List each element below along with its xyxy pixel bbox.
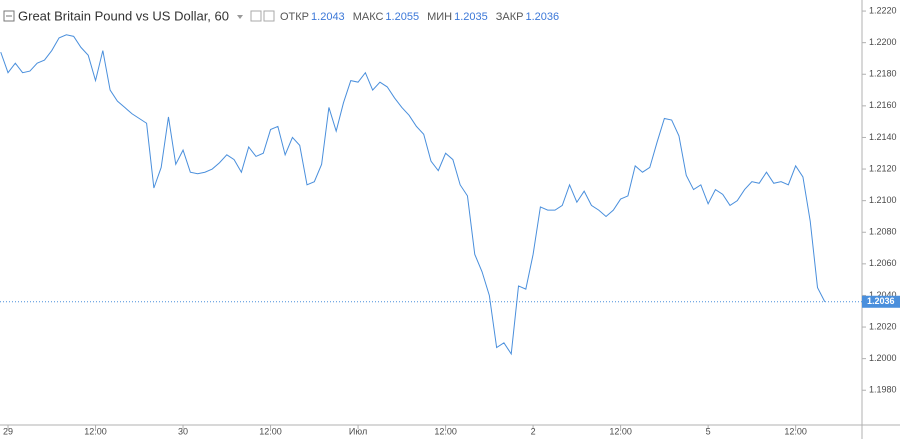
x-tick-label: 12:00 xyxy=(84,426,107,436)
stat-label: ОТКР xyxy=(280,11,309,23)
stat-value: 1.2036 xyxy=(525,11,559,23)
current-price-label: 1.2036 xyxy=(867,296,895,306)
y-tick-label: 1.2120 xyxy=(869,163,897,173)
stat-value: 1.2035 xyxy=(454,11,488,23)
y-tick-label: 1.2200 xyxy=(869,37,897,47)
stat-label: МАКС xyxy=(353,11,384,23)
y-tick-label: 1.1980 xyxy=(869,385,897,395)
dropdown-icon xyxy=(237,15,243,19)
x-tick-label: 12:00 xyxy=(434,426,457,436)
y-tick-label: 1.2220 xyxy=(869,5,897,15)
current-price-box xyxy=(862,295,900,308)
x-tick-label: 12:00 xyxy=(609,426,632,436)
y-tick-label: 1.2160 xyxy=(869,100,897,110)
y-tick-label: 1.2140 xyxy=(869,132,897,142)
collapse-icon[interactable] xyxy=(3,10,15,22)
stat-label: ЗАКР xyxy=(496,11,524,23)
settings-icon xyxy=(263,10,275,22)
x-tick-label: 5 xyxy=(706,426,711,436)
stat-value: 1.2055 xyxy=(385,11,419,23)
y-tick-label: 1.2100 xyxy=(869,195,897,205)
y-tick-label: 1.2040 xyxy=(869,290,897,300)
chart-title: Great Britain Pound vs US Dollar, 60 xyxy=(18,8,229,23)
price-line xyxy=(0,34,826,356)
x-tick-label: 2 xyxy=(531,426,536,436)
y-tick-label: 1.2180 xyxy=(869,69,897,79)
y-tick-label: 1.2060 xyxy=(869,258,897,268)
stat-value: 1.2043 xyxy=(311,11,345,23)
x-tick-label: Июл xyxy=(349,426,367,436)
y-tick-label: 1.2080 xyxy=(869,227,897,237)
stat-label: МИН xyxy=(427,11,452,23)
header-icons xyxy=(237,10,275,22)
x-tick-label: 29 xyxy=(3,426,13,436)
x-tick-label: 30 xyxy=(178,426,188,436)
x-tick-label: 12:00 xyxy=(259,426,282,436)
y-tick-label: 1.2000 xyxy=(869,353,897,363)
y-tick-label: 1.2020 xyxy=(869,321,897,331)
x-tick-label: 12:00 xyxy=(784,426,807,436)
settings-icon xyxy=(250,10,262,22)
